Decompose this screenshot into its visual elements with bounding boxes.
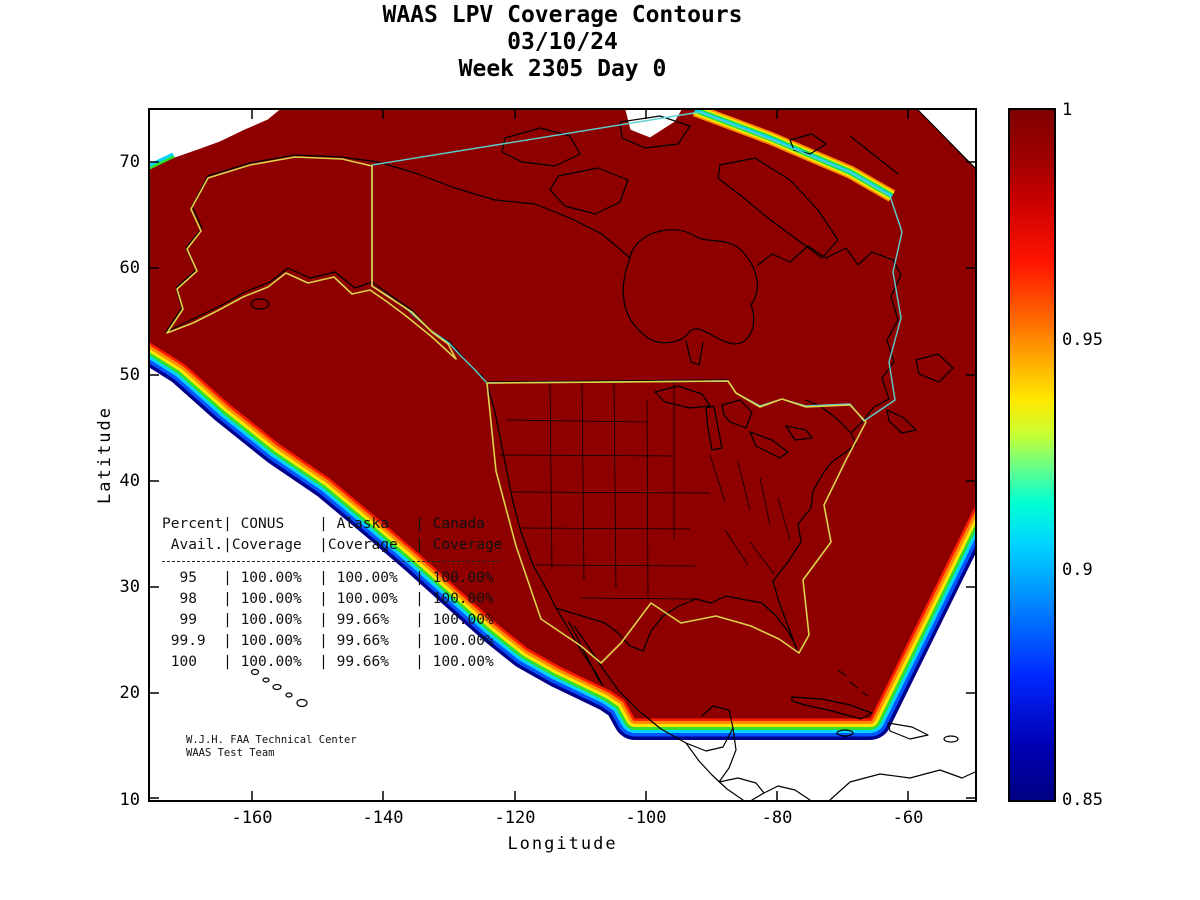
axis-tick-marks [150,110,975,800]
colorbar-tick-label: 1 [1062,100,1073,120]
table-row: 99.9 | 100.00% | 99.66% | 100.00% [162,633,494,649]
alaska-outline [166,156,457,360]
chart-week-day: Week 2305 Day 0 [458,56,667,82]
labrador-coast [757,245,902,400]
puerto-rico [943,735,959,743]
hudson-bay [622,229,759,345]
y-tick-label: 60 [119,258,140,278]
mexico-west-coast [573,625,687,744]
florida-peninsula [772,580,798,651]
plot-area: Percent| CONUS | Alaska | Canada Avail.|… [148,108,977,802]
table-row: 98 | 100.00% | 100.00% | 100.00% [162,591,494,607]
colorbar-tick-label: 0.95 [1062,330,1103,350]
hawaii-islands [250,668,308,708]
coverage-map [150,110,975,800]
us-canada-border [486,379,729,383]
us-mexico-border [555,607,644,652]
arctic-islands [501,115,839,259]
newfoundland [915,353,954,383]
baja-california [555,607,604,687]
table-row: 99 | 100.00% | 99.66% | 100.00% [162,612,494,628]
x-tick-label: -120 [494,808,536,828]
arctic-coast [377,161,631,259]
table-header-row: Avail.|Coverage |Coverage | Coverage [162,537,503,553]
y-tick-label: 10 [119,790,140,810]
y-axis-label: Latitude [95,406,115,504]
maritime-canada [805,398,890,433]
chart-title: WAAS LPV Coverage Contours [382,2,743,28]
state-borders [499,381,791,600]
central-america [685,705,975,800]
colorbar [1008,108,1056,802]
nova-scotia [886,409,917,434]
kodiak-island [250,298,270,310]
y-tick-label: 20 [119,683,140,703]
jamaica [836,729,854,737]
pacific-coast [449,341,557,609]
title-block: WAAS LPV Coverage Contours 03/10/24 Week… [150,2,975,83]
conus-outline [486,380,867,664]
table-row: 100 | 100.00% | 99.66% | 100.00% [162,654,494,670]
x-tick-label: -60 [892,808,924,828]
coverage-table: Percent| CONUS | Alaska | Canada Avail.|… [162,514,502,673]
x-axis-label: Longitude [507,834,618,854]
y-tick-label: 40 [119,471,140,491]
x-tick-label: -160 [231,808,273,828]
chart-date: 03/10/24 [507,29,618,55]
gulf-coast [642,595,777,652]
x-tick-label: -100 [625,808,667,828]
y-tick-label: 50 [119,365,140,385]
hispaniola [887,722,929,740]
x-tick-label: -80 [761,808,793,828]
x-tick-label: -140 [362,808,404,828]
table-header-row: Percent| CONUS | Alaska | Canada [162,516,486,532]
great-lakes [654,385,813,459]
table-separator [162,561,500,562]
attribution-line2: WAAS Test Team [186,747,275,759]
bahamas [837,669,869,697]
coastline-linework [165,110,975,800]
colorbar-tick-label: 0.9 [1062,560,1093,580]
attribution-line1: W.J.H. FAA Technical Center [186,734,357,746]
colorbar-tick-label: 0.85 [1062,790,1103,810]
cuba [791,696,873,720]
attribution: W.J.H. FAA Technical Center WAAS Test Te… [186,734,357,760]
y-tick-label: 30 [119,577,140,597]
james-bay [685,340,704,366]
greenland-coast [849,110,975,175]
coverage-region-fill [150,110,975,719]
y-tick-label: 70 [119,152,140,172]
table-row: 95 | 100.00% | 100.00% | 100.00% [162,570,494,586]
